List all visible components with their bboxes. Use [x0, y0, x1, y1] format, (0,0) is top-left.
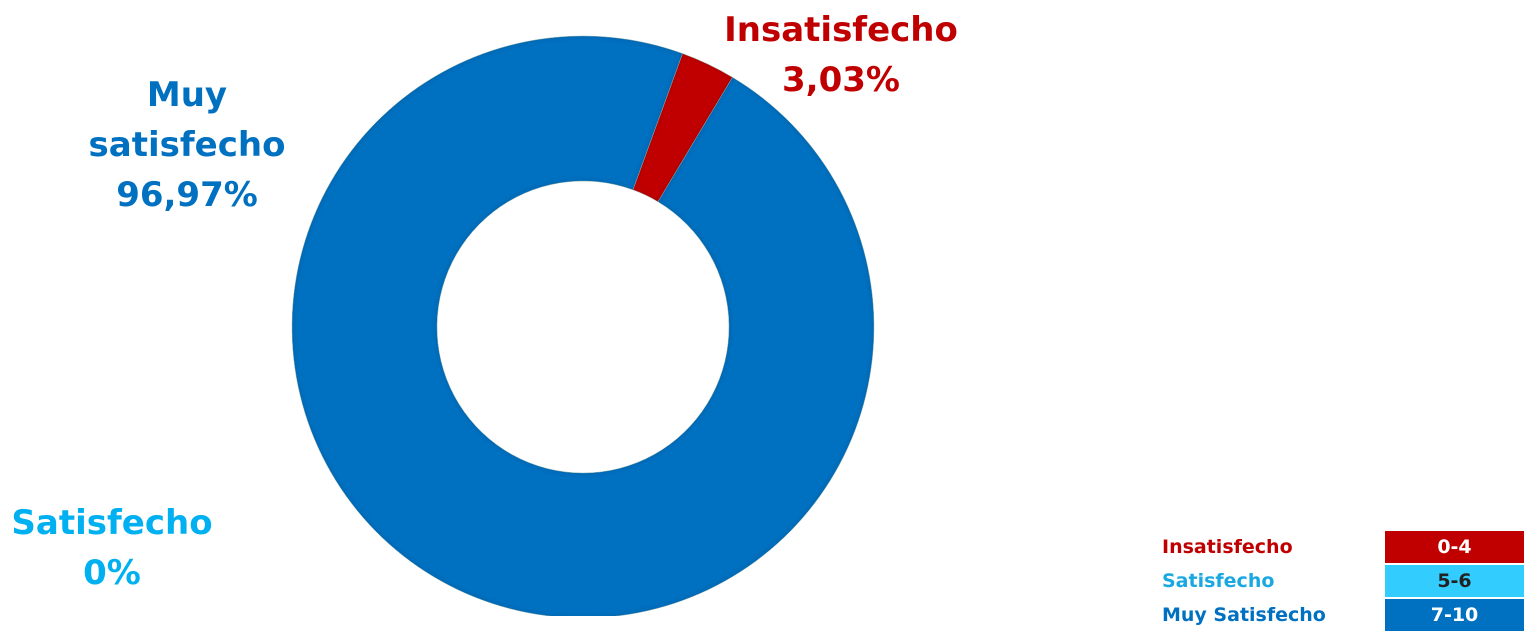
category-label: Insatisfecho: [724, 10, 958, 50]
slice: [291, 35, 875, 616]
legend-label: Satisfecho: [1162, 570, 1275, 592]
page: Insatisfecho 3,03% Satisfecho 0% Muy satis…: [0, 5, 1524, 631]
category-label: Satisfecho: [11, 503, 213, 543]
category-label: Muy satisfecho: [88, 75, 286, 165]
legend-range: 5-6: [1385, 565, 1524, 597]
slice-label: Insatisfecho 3,03%: [721, 5, 961, 105]
value-label: 0%: [83, 553, 141, 593]
legend-range: 0-4: [1385, 531, 1524, 563]
chart: [291, 35, 875, 616]
value-label: 3,03%: [782, 60, 900, 100]
slice-label: Muy satisfecho 96,97%: [77, 70, 297, 220]
slice-label: Satisfecho 0%: [0, 498, 232, 598]
donut: [291, 35, 875, 616]
legend-label: Insatisfecho: [1162, 536, 1293, 558]
value-label: 96,97%: [116, 175, 258, 215]
legend-range: 7-10: [1385, 599, 1524, 631]
